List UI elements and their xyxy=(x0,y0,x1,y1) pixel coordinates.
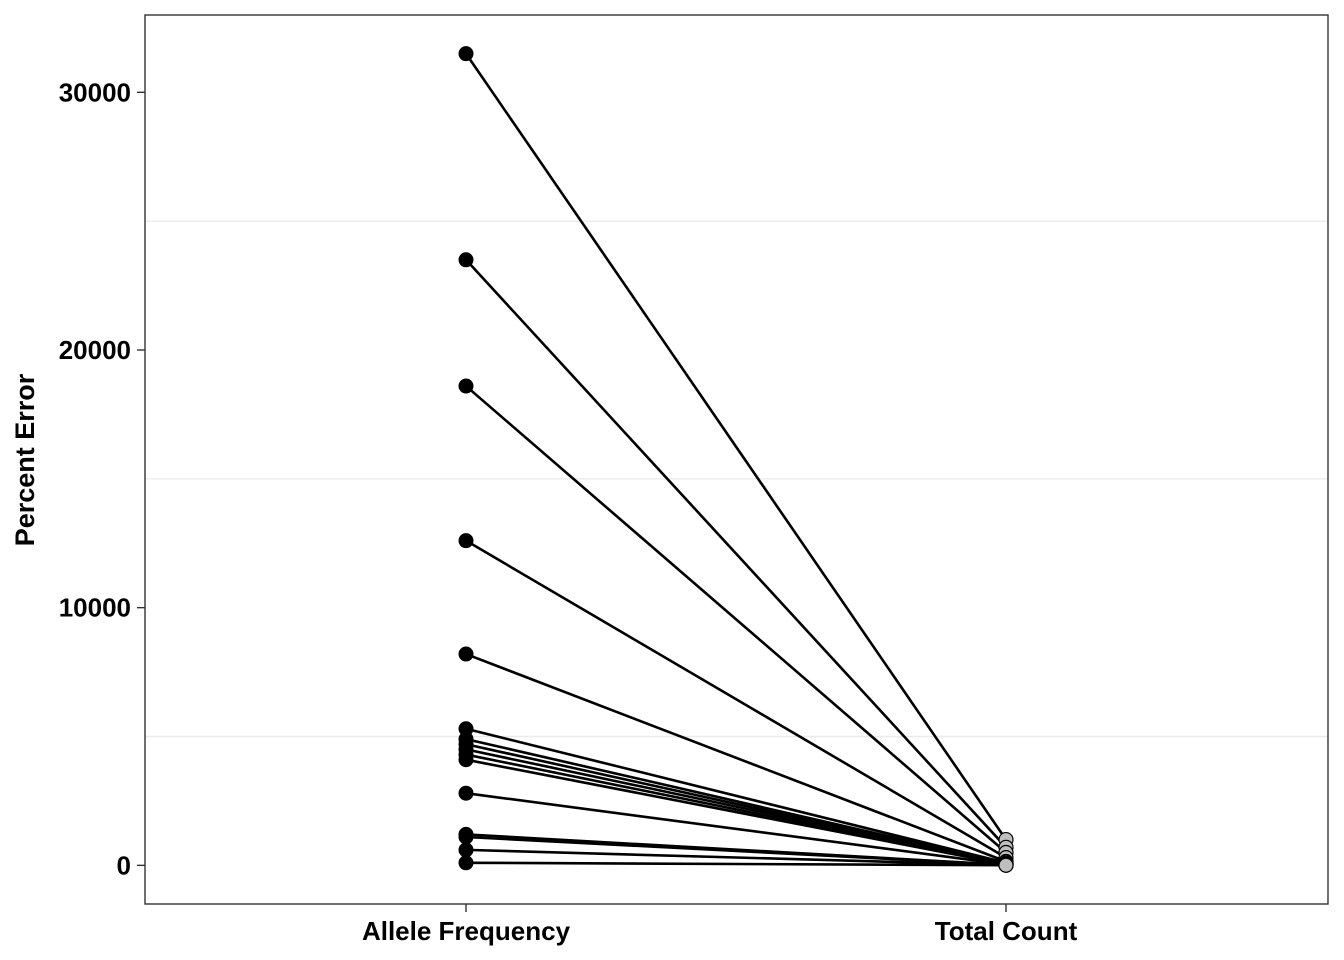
start-point xyxy=(458,752,474,768)
series-line xyxy=(464,52,1008,841)
start-point xyxy=(458,829,474,845)
x-tick-label: Allele Frequency xyxy=(362,916,571,946)
start-point xyxy=(458,646,474,662)
x-axis: Allele Frequency Total Count xyxy=(362,904,1078,946)
y-tick-label: 0 xyxy=(117,850,131,880)
series-line xyxy=(465,835,1007,867)
y-axis: 0 10000 20000 30000 xyxy=(59,77,145,880)
series-line xyxy=(465,539,1007,859)
series-lines xyxy=(464,52,1008,867)
series-line xyxy=(465,258,1007,849)
y-tick-label: 10000 xyxy=(59,593,131,623)
data-points xyxy=(458,46,1014,873)
series-line xyxy=(465,727,1007,865)
series-line xyxy=(465,848,1007,867)
x-tick-label: Total Count xyxy=(935,916,1078,946)
series-line xyxy=(465,385,1007,854)
series-line xyxy=(465,791,1007,866)
plot-panel-border xyxy=(144,14,1329,905)
series-line xyxy=(465,652,1007,863)
y-tick-label: 30000 xyxy=(59,77,131,107)
start-point xyxy=(458,378,474,394)
plot-panel-background xyxy=(145,15,1328,904)
series-line xyxy=(465,861,1007,867)
start-point xyxy=(458,785,474,801)
y-tick-label: 20000 xyxy=(59,335,131,365)
end-point xyxy=(998,857,1014,873)
start-point xyxy=(458,533,474,549)
y-axis-title: Percent Error xyxy=(10,373,40,546)
series-line xyxy=(465,758,1007,866)
gridlines xyxy=(145,220,1328,738)
start-point xyxy=(458,855,474,871)
start-point xyxy=(458,46,474,62)
start-point xyxy=(458,252,474,268)
start-point xyxy=(458,842,474,858)
